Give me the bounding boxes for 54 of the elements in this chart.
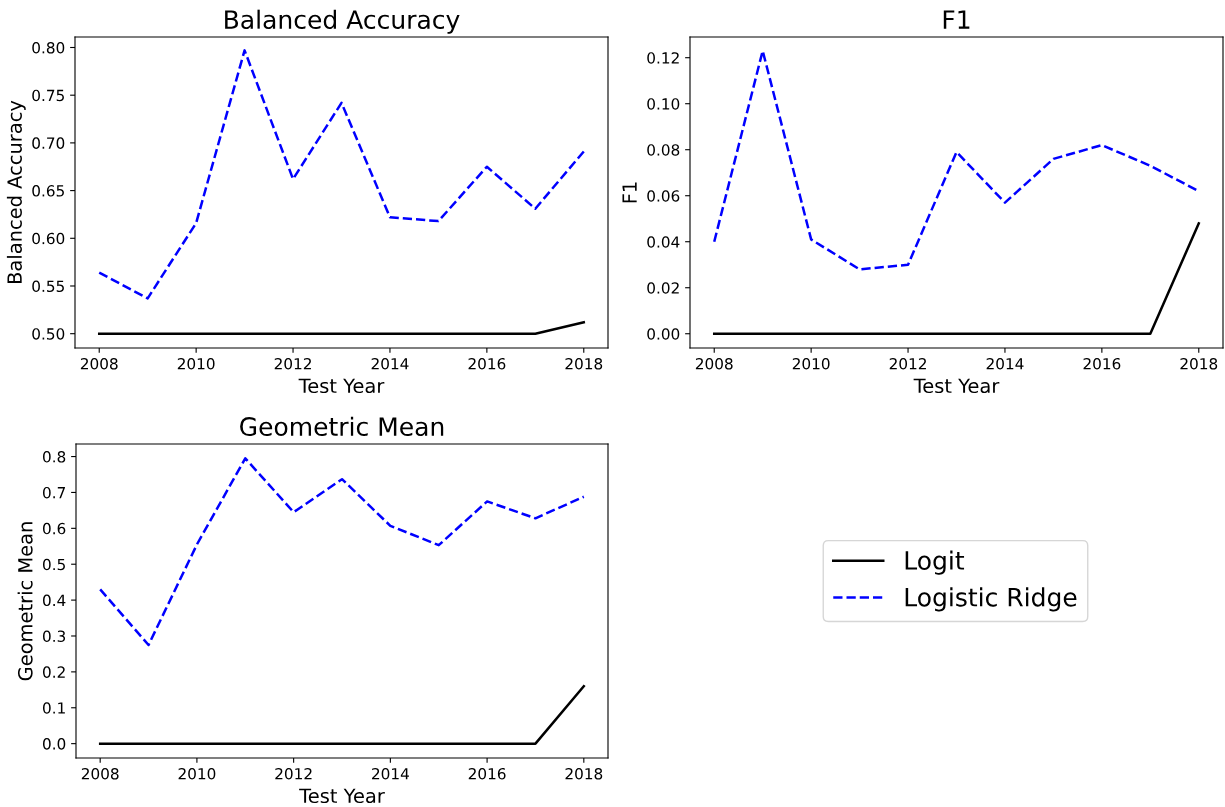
y-tick-label: 0.0: [42, 738, 66, 750]
x-tick-label: 2018: [565, 767, 603, 780]
y-tick-label: 0.5: [42, 558, 65, 571]
x-axis-title: Test Year: [913, 378, 1000, 394]
x-tick-label: 2008: [80, 357, 118, 370]
y-tick-label: 0.65: [32, 185, 64, 197]
y-tick-label: 0.08: [647, 144, 680, 156]
y-tick-label: 0.50: [32, 328, 65, 340]
x-tick-label: 2014: [371, 357, 409, 370]
y-axis-title: Balanced Accuracy: [6, 100, 26, 284]
x-tick-label: 2018: [565, 357, 603, 370]
x-axis-title: Test Year: [299, 788, 385, 804]
y-tick-label: 0.00: [647, 328, 680, 340]
y-tick-label: 0.60: [32, 232, 65, 245]
x-axis-title: Test Year: [298, 378, 385, 394]
y-tick-label: 0.10: [647, 98, 680, 110]
chart-title: Geometric Mean: [240, 416, 444, 437]
chart-title: F1: [943, 10, 970, 29]
y-tick-label: 0.70: [32, 137, 65, 149]
x-tick-label: 2008: [81, 767, 119, 780]
x-tick-label: 2010: [792, 357, 830, 370]
y-axis-title: F1: [622, 182, 637, 203]
x-tick-label: 2018: [1180, 357, 1218, 370]
y-tick-label: 0.02: [647, 282, 679, 294]
y-tick-label: 0.7: [42, 486, 65, 499]
y-tick-label: 0.4: [42, 594, 66, 607]
x-tick-label: 2010: [177, 357, 215, 370]
y-tick-label: 0.75: [32, 89, 64, 102]
x-tick-label: 2016: [1083, 357, 1121, 370]
y-tick-label: 0.80: [32, 41, 65, 54]
y-tick-label: 0.12: [647, 52, 679, 64]
x-tick-label: 2012: [889, 357, 926, 370]
legend-label: Logit: [905, 550, 965, 575]
y-tick-label: 0.3: [42, 630, 66, 643]
x-tick-label: 2012: [275, 767, 312, 780]
y-axis-title: Geometric Mean: [17, 522, 33, 681]
y-tick-label: 0.06: [647, 190, 680, 202]
y-tick-label: 0.8: [42, 451, 66, 463]
x-tick-label: 2016: [468, 357, 506, 370]
chart-title: Balanced Accuracy: [225, 9, 460, 34]
x-tick-label: 2016: [468, 767, 506, 780]
x-tick-label: 2012: [274, 357, 311, 370]
y-tick-label: 0.55: [32, 280, 64, 293]
y-tick-label: 0.1: [42, 702, 65, 714]
line-series: [98, 457, 586, 647]
line-series: [97, 49, 586, 300]
x-tick-label: 2008: [695, 357, 733, 370]
x-tick-label: 2014: [986, 357, 1024, 370]
legend-label: Logistic Ridge: [905, 587, 1077, 612]
y-tick-label: 0.04: [647, 236, 680, 248]
x-tick-label: 2010: [178, 767, 216, 780]
y-tick-label: 0.6: [42, 522, 66, 535]
x-tick-label: 2014: [372, 767, 409, 780]
y-tick-label: 0.2: [42, 666, 65, 678]
